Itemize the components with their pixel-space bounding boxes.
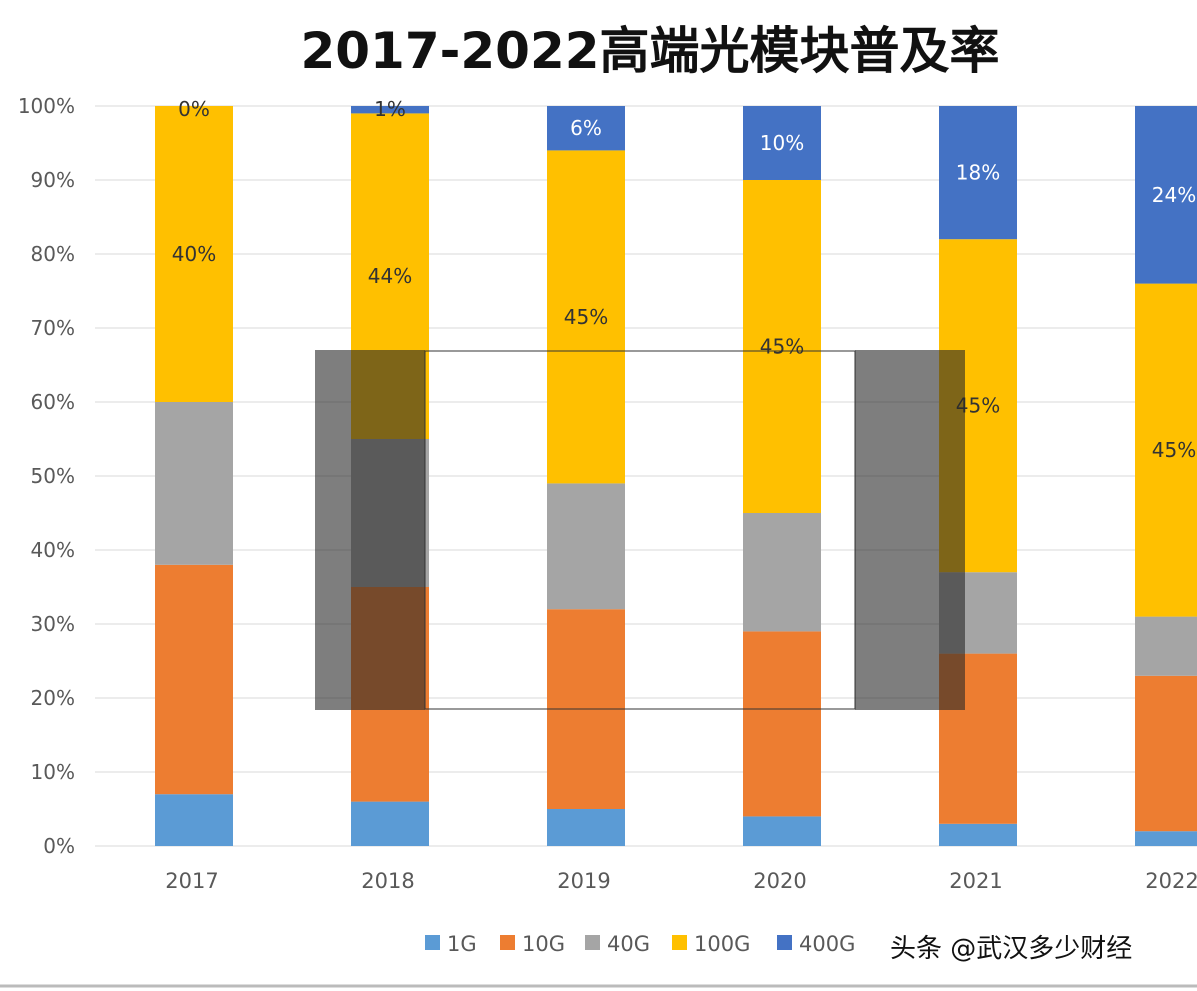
- data-label: 0%: [178, 97, 210, 121]
- legend-swatch-40G: [585, 935, 600, 950]
- legend-label-400G: 400G: [799, 932, 855, 956]
- legend-label-10G: 10G: [522, 932, 565, 956]
- legend-swatch-10G: [500, 935, 515, 950]
- y-tick-label: 20%: [31, 686, 75, 710]
- data-label: 45%: [564, 305, 608, 329]
- bar-1G-2020: [743, 816, 821, 846]
- y-tick-label: 100%: [18, 94, 75, 118]
- legend-label-1G: 1G: [447, 932, 477, 956]
- x-tick-label: 2017: [165, 869, 218, 893]
- bar-100G-2019: [547, 150, 625, 484]
- bar-400G-2022: [1135, 106, 1197, 284]
- bar-1G-2022: [1135, 831, 1197, 846]
- overlay-dark-block-left: [315, 350, 425, 710]
- x-tick-label: 2021: [949, 869, 1002, 893]
- y-tick-label: 90%: [31, 168, 75, 192]
- legend-swatch-400G: [777, 935, 792, 950]
- bar-400G-2018: [351, 106, 429, 114]
- data-label: 45%: [1152, 438, 1196, 462]
- bar-10G-2022: [1135, 675, 1197, 832]
- bar-400G-2020: [743, 106, 821, 180]
- chart-title: 2017-2022高端光模块普及率: [300, 22, 999, 80]
- bar-400G-2019: [547, 106, 625, 151]
- bar-1G-2021: [939, 823, 1017, 846]
- y-tick-label: 60%: [31, 390, 75, 414]
- legend-label-40G: 40G: [607, 932, 650, 956]
- bar-10G-2020: [743, 631, 821, 817]
- y-tick-label: 80%: [31, 242, 75, 266]
- x-tick-label: 2020: [753, 869, 806, 893]
- bar-40G-2022: [1135, 616, 1197, 676]
- bar-400G-2021: [939, 106, 1017, 240]
- bar-1G-2018: [351, 801, 429, 846]
- bar-40G-2019: [547, 483, 625, 610]
- legend-label-100G: 100G: [694, 932, 750, 956]
- watermark: 头条 @武汉多少财经: [890, 934, 1132, 964]
- bar-40G-2020: [743, 513, 821, 632]
- bar-100G-2022: [1135, 283, 1197, 617]
- data-label: 24%: [1152, 183, 1196, 207]
- data-label: 10%: [760, 131, 804, 155]
- y-tick-label: 50%: [31, 464, 75, 488]
- y-tick-label: 10%: [31, 760, 75, 784]
- data-label: 45%: [760, 335, 804, 359]
- y-tick-label: 0%: [43, 834, 75, 858]
- bar-100G-2020: [743, 180, 821, 513]
- overlay-dark-block-right: [855, 350, 965, 710]
- y-tick-label: 30%: [31, 612, 75, 636]
- data-label: 40%: [172, 242, 216, 266]
- x-tick-label: 2018: [361, 869, 414, 893]
- bar-100G-2017: [155, 106, 233, 402]
- legend-swatch-100G: [672, 935, 687, 950]
- data-label: 6%: [570, 116, 602, 140]
- bar-10G-2017: [155, 564, 233, 795]
- y-tick-label: 40%: [31, 538, 75, 562]
- data-label: 18%: [956, 161, 1000, 185]
- legend-swatch-1G: [425, 935, 440, 950]
- data-label: 1%: [374, 97, 406, 121]
- y-tick-label: 70%: [31, 316, 75, 340]
- data-label: 44%: [368, 264, 412, 288]
- x-tick-label: 2022: [1145, 869, 1197, 893]
- bar-1G-2017: [155, 794, 233, 846]
- bar-1G-2019: [547, 809, 625, 846]
- bar-40G-2017: [155, 402, 233, 565]
- x-tick-label: 2019: [557, 869, 610, 893]
